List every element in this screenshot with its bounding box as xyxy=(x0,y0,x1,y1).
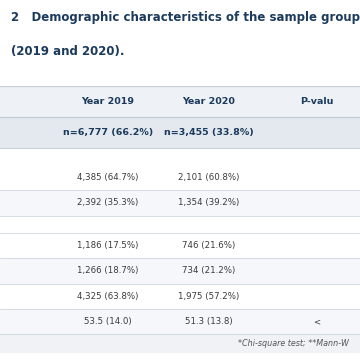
Text: P-valu: P-valu xyxy=(300,97,333,106)
Text: 734 (21.2%): 734 (21.2%) xyxy=(182,266,235,275)
Bar xyxy=(0,284,360,309)
Text: 746 (21.6%): 746 (21.6%) xyxy=(182,241,235,250)
Text: <: < xyxy=(313,317,320,326)
Bar xyxy=(0,233,360,258)
Text: 1,354 (39.2%): 1,354 (39.2%) xyxy=(178,198,239,207)
Text: 4,385 (64.7%): 4,385 (64.7%) xyxy=(77,173,139,182)
Text: 2,392 (35.3%): 2,392 (35.3%) xyxy=(77,198,139,207)
Text: Year 2019: Year 2019 xyxy=(81,97,135,106)
Bar xyxy=(0,309,360,334)
Text: *Chi-square test; **Mann-W: *Chi-square test; **Mann-W xyxy=(238,339,349,348)
Bar xyxy=(0,334,360,353)
Text: 2,101 (60.8%): 2,101 (60.8%) xyxy=(178,173,239,182)
Bar xyxy=(0,165,360,190)
Text: 1,975 (57.2%): 1,975 (57.2%) xyxy=(178,292,239,301)
Bar xyxy=(0,86,360,117)
Text: 51.3 (13.8): 51.3 (13.8) xyxy=(185,317,233,326)
Text: 4,325 (63.8%): 4,325 (63.8%) xyxy=(77,292,139,301)
Text: 53.5 (14.0): 53.5 (14.0) xyxy=(84,317,132,326)
Text: n=6,777 (66.2%): n=6,777 (66.2%) xyxy=(63,128,153,137)
Text: Year 2020: Year 2020 xyxy=(183,97,235,106)
Text: 2   Demographic characteristics of the sample groups p: 2 Demographic characteristics of the sam… xyxy=(11,11,360,24)
Text: (2019 and 2020).: (2019 and 2020). xyxy=(11,45,124,58)
Bar xyxy=(0,190,360,216)
Bar xyxy=(0,117,360,148)
Bar xyxy=(0,258,360,284)
Text: 1,266 (18.7%): 1,266 (18.7%) xyxy=(77,266,139,275)
Text: n=3,455 (33.8%): n=3,455 (33.8%) xyxy=(164,128,254,137)
Text: 1,186 (17.5%): 1,186 (17.5%) xyxy=(77,241,139,250)
